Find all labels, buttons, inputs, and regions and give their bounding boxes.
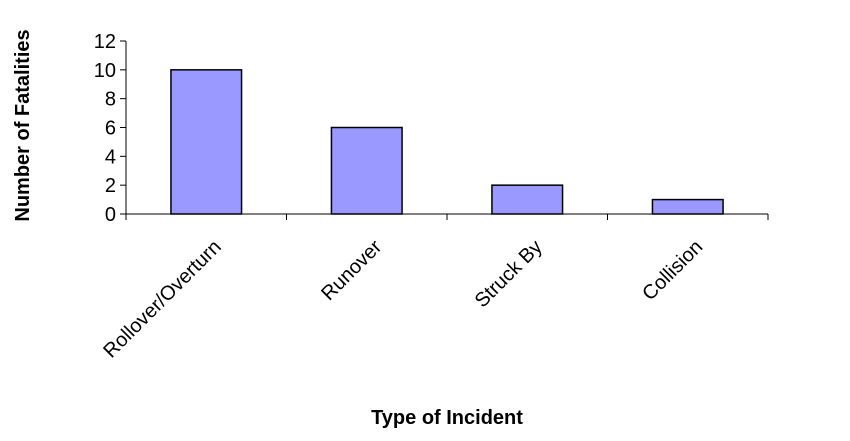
bar-struck-by <box>491 184 564 215</box>
y-tick-label: 2 <box>105 175 116 197</box>
bars <box>170 69 724 215</box>
x-axis-category-labels: Rollover/Overturn Runover Struck By Collisi… <box>99 236 707 363</box>
x-axis-title: Type of Incident <box>371 407 523 429</box>
bar-collision <box>651 198 724 215</box>
y-tick-label: 12 <box>94 31 116 53</box>
y-tick-label: 8 <box>105 89 116 111</box>
bar-runover <box>330 126 403 215</box>
y-axis-ticks: 0 2 4 6 8 10 12 <box>94 31 126 226</box>
y-tick-label: 4 <box>105 146 116 168</box>
y-axis-title: Number of Fatalities <box>12 29 34 221</box>
y-tick-label: 6 <box>105 118 116 140</box>
x-axis-ticks <box>125 214 769 220</box>
x-category-label: Struck By <box>471 236 547 312</box>
x-category-label: Runover <box>317 236 386 305</box>
bar-rollover-overturn <box>170 69 243 215</box>
x-category-label: Collision <box>638 236 707 305</box>
y-tick-label: 10 <box>94 60 116 82</box>
y-tick-label: 0 <box>105 204 116 226</box>
x-category-label: Rollover/Overturn <box>99 236 225 362</box>
